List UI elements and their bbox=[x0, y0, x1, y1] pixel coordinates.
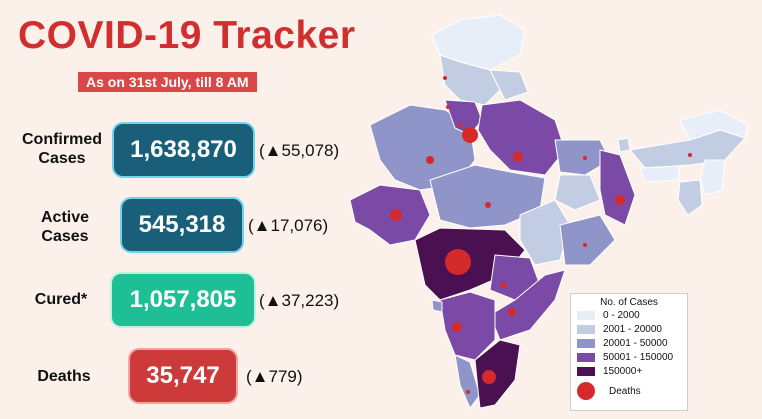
region-tripura-mizoram bbox=[677, 179, 703, 216]
confirmed-label: Confirmed Cases bbox=[14, 130, 110, 168]
active-label: Active Cases bbox=[22, 208, 108, 246]
region-kerala bbox=[454, 354, 481, 409]
region-north-hills bbox=[439, 54, 501, 106]
death-marker-delhi bbox=[462, 127, 478, 143]
confirmed-label-line2: Cases bbox=[38, 150, 86, 167]
region-bihar bbox=[554, 139, 611, 176]
page-title: COVID-19 Tracker bbox=[18, 14, 356, 57]
death-markers bbox=[390, 76, 692, 394]
legend-swatch bbox=[577, 338, 595, 348]
death-marker-maharashtra bbox=[445, 249, 471, 275]
region-meghalaya bbox=[639, 165, 681, 183]
death-marker-jk bbox=[443, 76, 447, 80]
death-marker-up bbox=[513, 152, 523, 162]
cured-label: Cured* bbox=[34, 291, 88, 308]
death-marker-telangana bbox=[500, 282, 506, 288]
active-delta: (▲17,076) bbox=[248, 216, 329, 235]
legend-item: 2001 - 20000 bbox=[577, 322, 687, 336]
active-label-line2: Cases bbox=[41, 228, 89, 245]
region-nagaland-manipur bbox=[699, 159, 726, 196]
legend-label: 20001 - 50000 bbox=[603, 337, 668, 349]
death-marker-rajasthan bbox=[426, 156, 434, 164]
region-arunachal bbox=[679, 109, 749, 141]
death-marker-mp bbox=[485, 202, 491, 208]
region-jharkhand bbox=[554, 174, 601, 211]
legend-swatch bbox=[577, 324, 595, 334]
legend-item: 0 - 2000 bbox=[577, 308, 687, 322]
map-legend: No. of Cases 0 - 2000 2001 - 20000 20001… bbox=[570, 293, 688, 411]
region-haryana-delhi bbox=[444, 99, 483, 136]
active-value-box: 545,318 bbox=[120, 197, 244, 253]
legend-swatch bbox=[577, 366, 595, 376]
death-marker-gujarat bbox=[390, 209, 402, 221]
legend-item: 50001 - 150000 bbox=[577, 350, 687, 364]
region-chhattisgarh bbox=[519, 199, 571, 266]
region-uttarakhand bbox=[489, 69, 529, 101]
death-marker-punjab bbox=[446, 105, 450, 109]
region-tamil-nadu bbox=[474, 339, 521, 409]
legend-deaths-label: Deaths bbox=[609, 385, 641, 397]
active-value: 545,318 bbox=[138, 211, 226, 238]
region-uttar-pradesh bbox=[477, 99, 566, 176]
active-label-line1: Active bbox=[40, 209, 90, 226]
region-goa bbox=[431, 299, 443, 313]
region-sikkim bbox=[617, 137, 631, 153]
legend-deaths-item: Deaths bbox=[577, 382, 687, 400]
cured-value-box: 1,057,805 bbox=[110, 272, 256, 328]
death-marker-assam bbox=[688, 153, 692, 157]
death-marker-bihar bbox=[583, 156, 587, 160]
deaths-delta: (▲779) bbox=[246, 367, 303, 386]
deaths-label: Deaths bbox=[37, 368, 91, 385]
death-marker-haryana bbox=[458, 123, 462, 127]
cured-value: 1,057,805 bbox=[129, 286, 237, 313]
region-karnataka bbox=[439, 291, 496, 361]
cured-delta: (▲37,223) bbox=[259, 291, 340, 310]
death-marker-tamil-nadu bbox=[482, 370, 496, 384]
legend-title: No. of Cases bbox=[600, 297, 658, 308]
legend-item: 150000+ bbox=[577, 364, 687, 378]
legend-swatch bbox=[577, 310, 595, 320]
legend-label: 0 - 2000 bbox=[603, 309, 640, 321]
region-odisha bbox=[559, 214, 616, 266]
legend-label: 50001 - 150000 bbox=[603, 351, 674, 363]
legend-item: 20001 - 50000 bbox=[577, 336, 687, 350]
confirmed-value: 1,638,870 bbox=[130, 136, 237, 163]
death-marker-odisha bbox=[583, 243, 587, 247]
confirmed-value-box: 1,638,870 bbox=[112, 122, 255, 178]
deaths-value-box: 35,747 bbox=[128, 348, 238, 404]
confirmed-delta: (▲55,078) bbox=[259, 141, 340, 160]
legend-label: 2001 - 20000 bbox=[603, 323, 662, 335]
death-marker-karnataka bbox=[452, 322, 462, 332]
confirmed-label-line1: Confirmed bbox=[22, 131, 102, 148]
date-banner: As on 31st July, till 8 AM bbox=[78, 72, 257, 92]
death-marker-andhra bbox=[508, 308, 516, 316]
region-west-bengal bbox=[599, 149, 636, 226]
legend-swatch bbox=[577, 352, 595, 362]
death-dot-icon bbox=[577, 382, 595, 400]
legend-label: 150000+ bbox=[603, 365, 643, 377]
deaths-value: 35,747 bbox=[146, 362, 220, 389]
death-marker-kerala bbox=[466, 390, 470, 394]
death-marker-west-bengal bbox=[615, 195, 625, 205]
